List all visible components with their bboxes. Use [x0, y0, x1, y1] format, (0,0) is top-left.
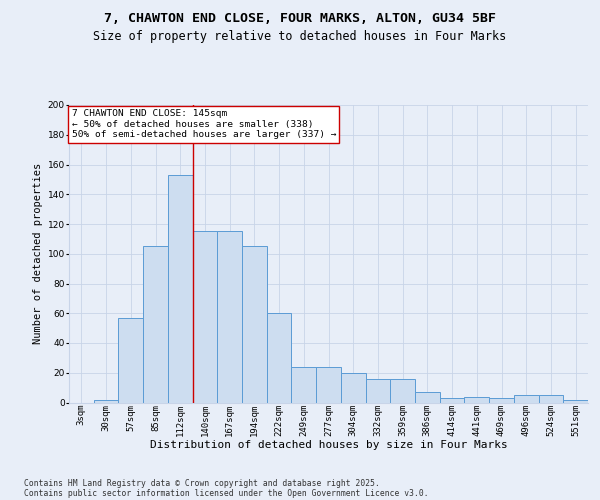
Text: Contains HM Land Registry data © Crown copyright and database right 2025.: Contains HM Land Registry data © Crown c… [24, 478, 380, 488]
Bar [316, 367, 341, 402]
Text: 7 CHAWTON END CLOSE: 145sqm
← 50% of detached houses are smaller (338)
50% of se: 7 CHAWTON END CLOSE: 145sqm ← 50% of det… [71, 110, 336, 140]
Bar [143, 246, 168, 402]
Bar [440, 398, 464, 402]
Bar [489, 398, 514, 402]
Bar [292, 367, 316, 402]
Bar [267, 313, 292, 402]
Text: Contains public sector information licensed under the Open Government Licence v3: Contains public sector information licen… [24, 488, 428, 498]
Bar [563, 400, 588, 402]
Bar [217, 232, 242, 402]
Bar [415, 392, 440, 402]
Bar [118, 318, 143, 402]
Text: 7, CHAWTON END CLOSE, FOUR MARKS, ALTON, GU34 5BF: 7, CHAWTON END CLOSE, FOUR MARKS, ALTON,… [104, 12, 496, 26]
Bar [514, 395, 539, 402]
Bar [94, 400, 118, 402]
X-axis label: Distribution of detached houses by size in Four Marks: Distribution of detached houses by size … [149, 440, 508, 450]
Y-axis label: Number of detached properties: Number of detached properties [34, 163, 43, 344]
Bar [365, 378, 390, 402]
Text: Size of property relative to detached houses in Four Marks: Size of property relative to detached ho… [94, 30, 506, 43]
Bar [242, 246, 267, 402]
Bar [193, 232, 217, 402]
Bar [464, 396, 489, 402]
Bar [539, 395, 563, 402]
Bar [390, 378, 415, 402]
Bar [168, 175, 193, 402]
Bar [341, 373, 365, 402]
